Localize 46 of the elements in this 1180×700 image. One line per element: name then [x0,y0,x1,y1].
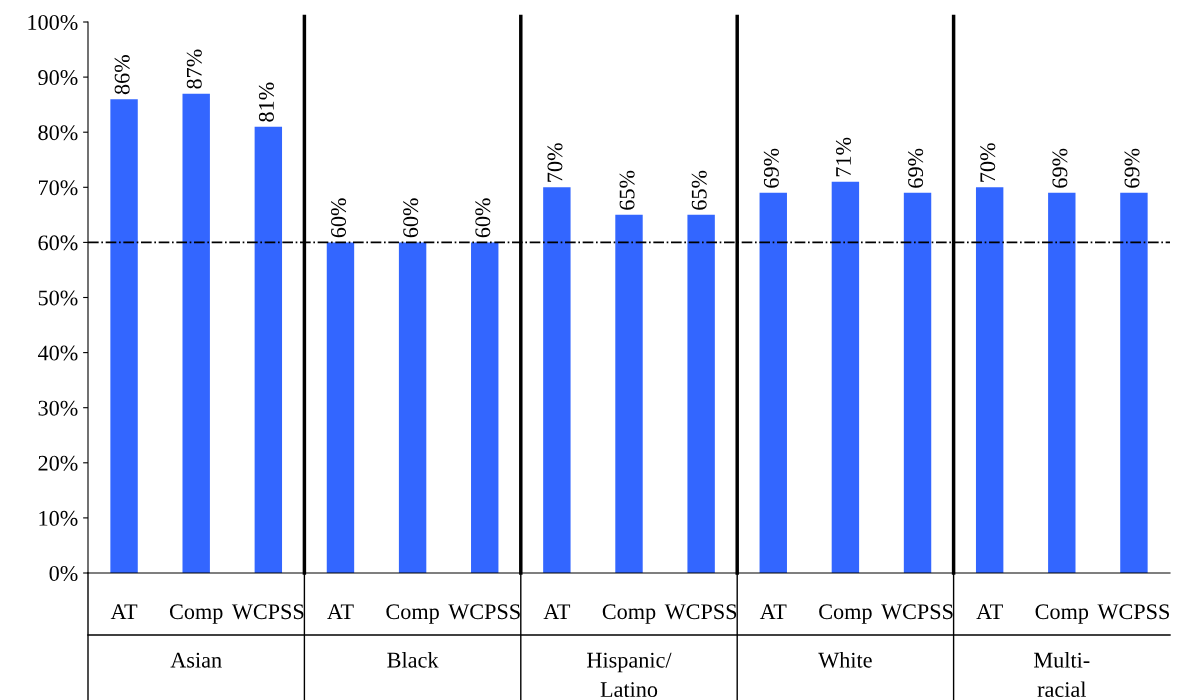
y-tick-label: 60% [38,235,78,251]
data-label: 70% [980,143,996,182]
text: Asian [170,652,222,668]
x-tick-label: WCPSS [448,604,520,620]
data-label: 69% [1124,148,1140,188]
x-tick-label: AT [976,604,1003,619]
x-tick-label: WCPSS [664,604,737,620]
y-tick-label: 0% [49,565,78,581]
x-tick-label: Comp [819,604,872,624]
x-tick-label: WCPSS [1097,604,1169,620]
y-tick-label: 30% [38,400,78,416]
text: White [818,652,872,668]
y-tick-label: 80% [38,125,78,141]
text: Multi- racial [1034,652,1090,698]
y-tick-label: 100% [28,14,78,30]
data-label: 60% [403,198,419,238]
data-label: 65% [691,170,707,210]
data-label: 86% [114,55,130,95]
data-label: 70% [547,143,563,182]
y-tick-label: 40% [37,345,78,361]
y-tick-label: 10% [39,510,78,526]
x-tick-label: Comp [386,604,439,624]
x-tick-label: Comp [602,604,656,624]
data-label: 69% [908,148,924,188]
data-label: 69% [1052,148,1068,188]
x-tick-label: WCPSS [231,604,304,620]
data-label: 65% [619,170,635,210]
x-tick-label: WCPSS [881,604,953,620]
data-label: 81% [258,82,274,122]
data-label: 71% [835,137,852,177]
y-tick-label: 90% [38,70,78,86]
y-tick-label: 20% [38,455,78,471]
data-label: 87% [186,49,202,89]
data-label: 60% [331,198,347,238]
data-label: 60% [475,198,491,238]
x-tick-label: AT [327,604,354,619]
x-tick-label: Comp [169,604,223,624]
x-tick-label: AT [110,604,138,619]
text: Black [387,652,439,668]
x-tick-label: AT [759,604,787,619]
y-tick-label: 50% [38,290,78,306]
y-tick-label: 70% [39,180,78,196]
x-tick-label: AT [543,604,571,619]
text: Hispanic/ Latino [587,652,672,698]
data-label: 69% [763,148,779,188]
x-tick-label: Comp [1035,604,1089,624]
